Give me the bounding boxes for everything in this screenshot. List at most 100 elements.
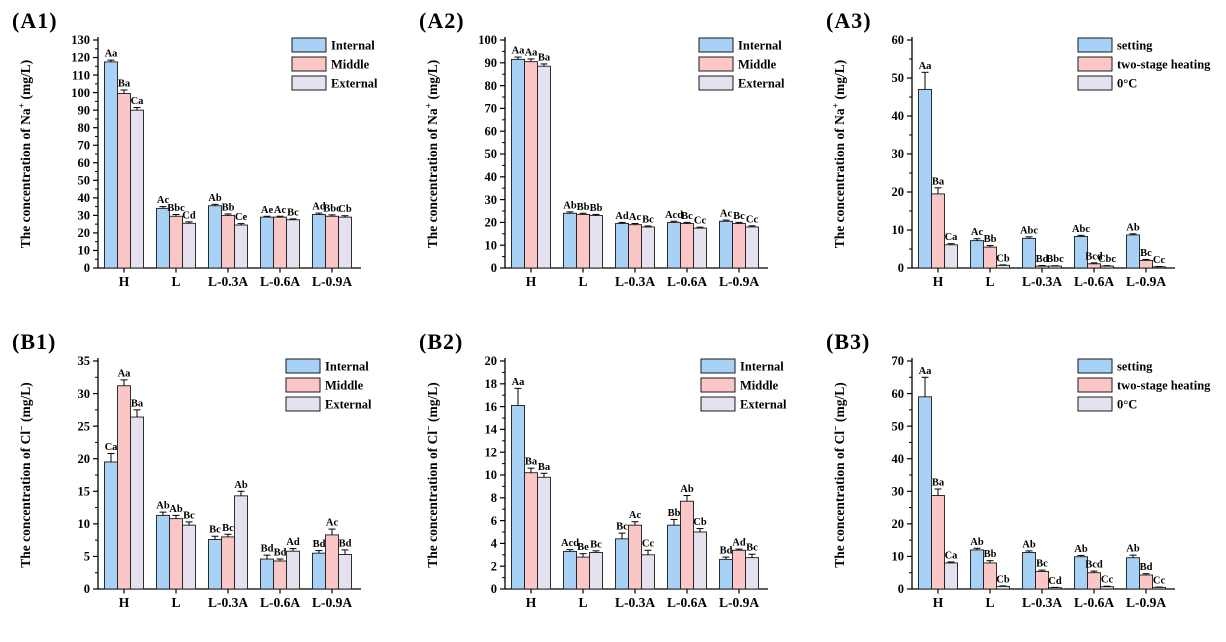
sig-label: Bcd [1085,251,1103,262]
chart-b3: (B3) 0 10 20 30 40 50 60 70 The concentration of… [820,327,1225,632]
bar [130,416,144,590]
bar [1126,557,1140,590]
bar [615,223,629,269]
sig-label: Bbc [323,203,341,214]
category-label: L [171,595,180,610]
category-label: L-0.3A [208,274,248,289]
sig-label: Bb [577,202,590,213]
y-tick-label: 30 [78,209,91,223]
chart-B1-svg: 0 5 10 15 20 25 30 35 The concentration of Cl− (… [18,354,373,610]
chart-A1-svg: 0 10 20 30 40 50 60 70 80 90 100 110 120 130 The conce… [18,33,379,289]
sig-label: Ab [156,501,170,512]
sig-label: Bb [984,234,997,245]
legend-swatch [285,396,321,412]
sig-label: Aa [512,46,526,57]
y-tick-label: 50 [78,174,91,188]
y-tick-label: 30 [485,193,498,207]
sig-label: Cd [1048,576,1062,587]
legend-label: Middle [740,379,779,393]
category-label: L-0.3A [1022,274,1062,289]
legend-label: two-stage heating [1117,58,1211,72]
chart-a1: (A1) 0 10 20 30 40 50 60 70 80 90 100 110 120 130 The … [6,6,411,311]
legend-label: Middle [331,58,370,72]
sig-label: Bc [287,207,299,218]
bar [732,223,746,269]
bar [1022,237,1036,269]
legend-swatch [291,75,327,91]
sig-label: Bc [1036,559,1048,570]
bar [996,264,1010,269]
panel-label-b1: (B1) [12,329,57,354]
legend-swatch [285,358,321,374]
sig-label: Ae [261,205,274,216]
category-label: L-0.3A [615,274,655,289]
bar [312,552,326,590]
y-axis-title: The concentration of Na+ (mg/L) [18,60,34,248]
bar [325,534,339,590]
y-tick-label: 25 [78,419,91,433]
sig-label: Ab [563,200,577,211]
sig-label: Ac [629,212,642,223]
category-label: L-0.6A [260,274,300,289]
bar [719,220,733,269]
sig-label: Bbc [167,203,185,214]
sig-label: Ba [538,462,551,473]
bar [1100,586,1114,590]
y-tick-label: 20 [78,452,91,466]
sig-label: Cbc [1098,254,1116,265]
sig-label: Cc [694,216,707,227]
y-tick-label: 50 [485,147,498,161]
bar [970,240,984,269]
bar [1035,570,1049,590]
legend-label: External [738,77,785,91]
y-tick-label: 90 [78,103,91,117]
bar [983,246,997,269]
legend-label: External [740,398,787,412]
bar [511,405,525,590]
bar [524,472,538,590]
sig-label: Bc [746,543,758,554]
category-label: L-0.6A [667,274,707,289]
legend-swatch [698,56,734,72]
y-tick-label: 30 [78,387,91,401]
bar [325,215,339,269]
bar [234,224,248,269]
sig-label: Ac [157,195,170,206]
sig-label: Ba [131,398,144,409]
legend-swatch [698,37,734,53]
category-label: L-0.6A [1074,595,1114,610]
bar [667,524,681,590]
y-tick-label: 20 [485,216,498,230]
sig-label: Cc [1153,576,1166,587]
y-tick-label: 4 [491,537,498,551]
sig-label: Ad [732,538,746,549]
y-tick-label: 80 [485,79,498,93]
sig-label: Bd [313,539,326,550]
bar [680,223,694,269]
category-label: H [933,274,944,289]
legend-label: External [331,77,378,91]
chart-A2-svg: 0 10 20 30 40 50 60 70 80 90 100 The concentration … [425,33,786,289]
y-tick-label: 60 [892,387,905,401]
bar [1152,586,1166,590]
y-axis-title: The concentration of Cl− (mg/L) [832,382,848,567]
sig-label: Bb [222,202,235,213]
bar [563,550,577,590]
chart-A3-svg: 0 10 20 30 40 50 60 The concentration of Na+ (m… [832,33,1212,289]
sig-label: Ad [286,537,300,548]
bar [156,514,170,590]
sig-label: Bc [681,211,693,222]
category-label: H [119,595,130,610]
y-axis-title: The concentration of Cl− (mg/L) [18,382,34,567]
bar [970,549,984,590]
bar [182,524,196,590]
bar [169,518,183,590]
bar [944,562,958,590]
sig-label: Bd [261,544,274,555]
y-tick-label: 50 [892,71,905,85]
y-tick-label: 10 [485,238,498,252]
y-tick-label: 50 [892,419,905,433]
category-label: L [578,274,587,289]
bar [641,554,655,590]
bar [615,538,629,590]
